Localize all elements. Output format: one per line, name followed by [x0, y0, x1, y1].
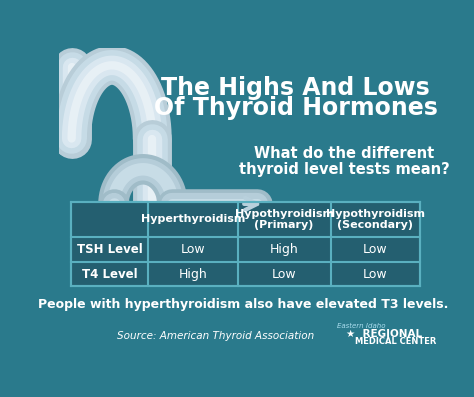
- Text: Low: Low: [363, 243, 387, 256]
- Text: Low: Low: [181, 243, 205, 256]
- Text: What do the different: What do the different: [255, 146, 435, 162]
- Text: High: High: [179, 268, 207, 281]
- Text: thyroid level tests mean?: thyroid level tests mean?: [239, 162, 450, 177]
- Text: T4 Level: T4 Level: [82, 268, 137, 281]
- Text: High: High: [270, 243, 298, 256]
- Text: ★  REGIONAL: ★ REGIONAL: [346, 329, 422, 339]
- Text: Of Thyroid Hormones: Of Thyroid Hormones: [154, 96, 438, 120]
- Text: Eastern Idaho: Eastern Idaho: [337, 324, 385, 330]
- Text: Source: American Thyroid Association: Source: American Thyroid Association: [118, 331, 315, 341]
- Text: TSH Level: TSH Level: [77, 243, 143, 256]
- Text: Low: Low: [272, 268, 296, 281]
- Text: People with hyperthyroidism also have elevated T3 levels.: People with hyperthyroidism also have el…: [38, 297, 448, 310]
- Text: Hyperthyroidism: Hyperthyroidism: [141, 214, 245, 224]
- Text: Hypothyroidism
(Primary): Hypothyroidism (Primary): [235, 208, 334, 230]
- Text: Hypothyroidism
(Secondary): Hypothyroidism (Secondary): [326, 208, 425, 230]
- Text: MEDICAL CENTER: MEDICAL CENTER: [356, 337, 437, 345]
- Text: Low: Low: [363, 268, 387, 281]
- FancyBboxPatch shape: [71, 202, 419, 286]
- Text: The Highs And Lows: The Highs And Lows: [161, 76, 430, 100]
